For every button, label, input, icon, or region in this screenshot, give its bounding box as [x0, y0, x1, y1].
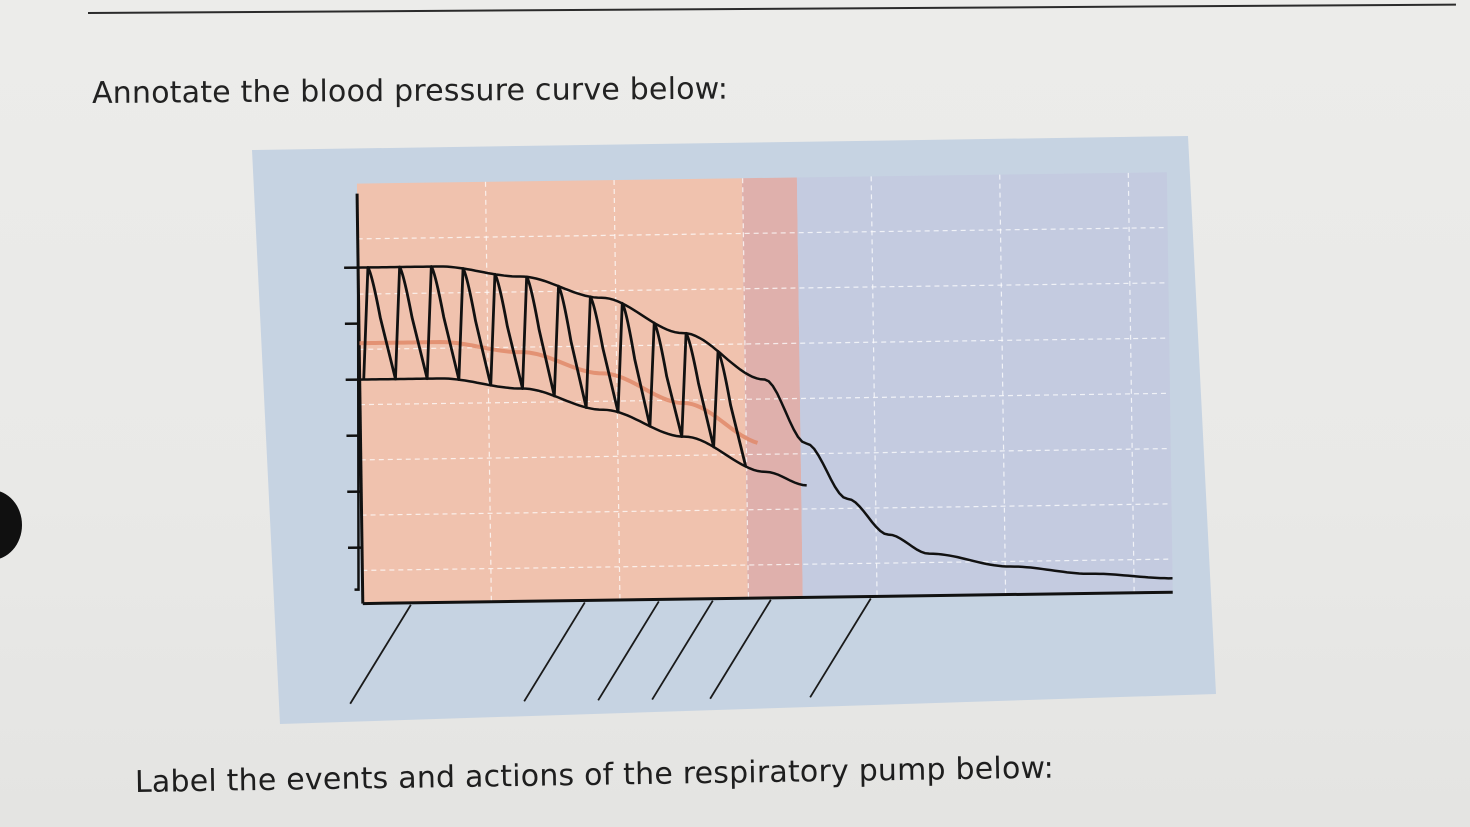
pressure-pulse-waveform	[362, 265, 748, 467]
chart-region-3	[796, 172, 1173, 598]
x-label-line	[809, 598, 872, 698]
x-label-line	[651, 600, 714, 701]
x-label-line	[349, 604, 412, 705]
grid-line-vertical	[613, 180, 621, 600]
chart-grid	[357, 172, 1173, 602]
chart-region-2	[741, 177, 803, 599]
grid-line-vertical	[484, 181, 492, 602]
systolic-envelope-line	[354, 265, 1173, 591]
grid-line-vertical	[999, 174, 1007, 595]
grid-line-vertical	[870, 176, 878, 597]
x-label-line	[709, 599, 772, 700]
x-axis	[362, 590, 1173, 606]
grid-line-horizontal	[357, 226, 1168, 240]
binder-hole	[0, 490, 22, 560]
grid-line-horizontal	[360, 392, 1170, 406]
grid-line-vertical	[1127, 172, 1135, 593]
x-label-line	[597, 600, 660, 701]
diastolic-envelope-line	[359, 377, 807, 487]
x-label-lines	[349, 598, 872, 705]
grid-line-horizontal	[360, 447, 1171, 461]
grid-line-horizontal	[361, 503, 1172, 516]
grid-line-horizontal	[359, 337, 1170, 350]
x-label-line	[523, 601, 586, 702]
grid-line-horizontal	[362, 558, 1173, 572]
mean-pressure-line	[359, 340, 759, 445]
grid-line-vertical	[742, 178, 750, 599]
y-axis	[355, 193, 365, 604]
